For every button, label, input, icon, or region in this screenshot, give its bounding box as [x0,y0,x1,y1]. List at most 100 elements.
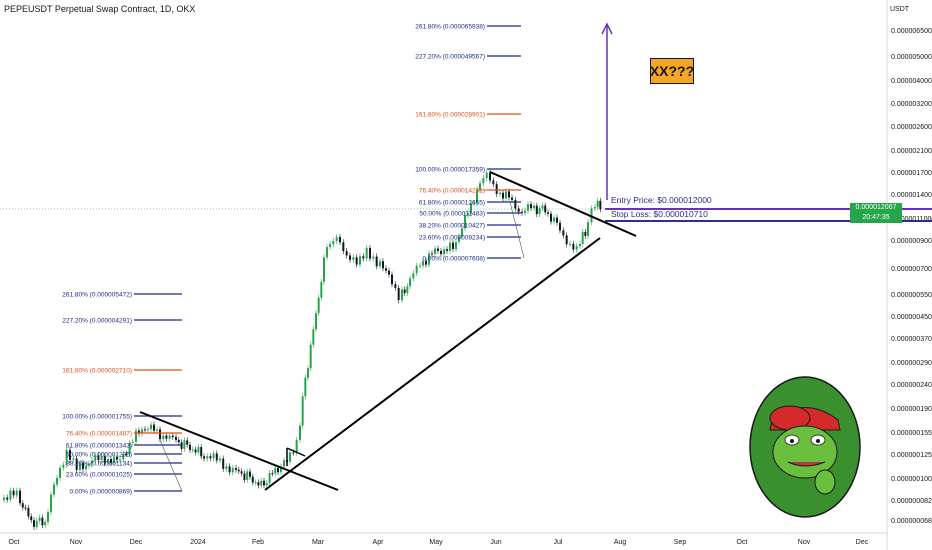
fib-level-right[interactable]: 50.00% (0.000011483) [419,211,521,218]
candle-body [82,462,84,470]
candle-body [569,243,571,245]
fib-retracement-right[interactable]: 261.80% (0.000065938) 227.20% (0.00004956… [415,24,525,263]
candle-body [315,313,317,330]
descending-trendline-left[interactable] [139,411,339,491]
candle-body [153,424,155,431]
candle-body [171,435,174,438]
price-tick-label: 0.0000002900 [891,360,932,367]
fib-level-left[interactable]: 161.80% (0.000002710) [62,368,182,375]
candle-body [65,449,68,465]
price-tick-label: 0.0000001900 [891,406,932,413]
fib-level-right[interactable]: 227.20% (0.000049567) [415,54,521,61]
candle-body [254,482,257,484]
price-axis[interactable]: 0.0000065000 0.0000050000 0.0000040000 0.00… [891,28,932,525]
candle-body [572,243,575,250]
candle-body [309,344,312,369]
candle-body [280,466,282,473]
candle-body [128,442,131,455]
fib-level-left[interactable]: 23.60% (0.000001025) [66,472,182,479]
fib-level-label: 23.60% (0.000001025) [66,472,132,479]
candle-body [150,424,152,430]
candle-body [446,249,448,251]
price-tick-label: 0.0000004500 [891,314,932,321]
candle-body [91,460,93,464]
candle-body [222,458,225,469]
descending-trendline-right[interactable] [489,171,637,237]
candle-body [186,440,189,445]
candle-body [194,449,197,453]
candle-body [482,178,485,184]
fib-level-right[interactable]: 0.00% (0.000007608) [422,256,521,263]
candle-body [391,274,393,285]
candle-body [479,183,481,190]
candle-body [359,256,361,265]
candle-body [375,256,378,267]
ascending-trendline[interactable] [264,237,601,491]
candle-body [147,429,149,431]
candle-body [215,453,218,461]
candle-body [189,444,191,450]
candle-body [452,242,454,250]
candle-body [271,473,274,475]
candle-body [197,447,200,453]
candle-body [209,456,212,459]
time-tick-label: Nov [70,539,83,546]
candle-body [415,265,418,274]
fib-level-right[interactable]: 38.20% (0.000010427) [419,223,521,230]
candle-body [219,458,221,461]
candle-body [533,205,535,209]
candle-body [69,449,71,460]
candle-body [440,250,442,255]
price-tick-label: 0.0000009000 [891,238,932,245]
candle-body [511,197,513,200]
target-annotation[interactable]: XX??? [650,58,694,84]
candle-body [581,232,584,244]
candle-body [382,261,384,269]
fib-level-left[interactable]: 38.20% (0.000001134) [66,461,182,468]
price-tick-label: 0.0000003700 [891,336,932,343]
candle-body [461,228,463,237]
candle-body [492,180,495,185]
candle-body [175,437,177,440]
candle-body [458,236,460,242]
candle-body [113,457,115,464]
candle-body [38,517,41,521]
fib-level-right[interactable]: 23.60% (0.000009234) [419,235,521,242]
candle-body [299,425,301,440]
fib-level-left[interactable]: 76.40% (0.000001487) [66,431,182,438]
candle-body [599,200,602,210]
candle-body [326,247,328,258]
breakout-marker-top [286,447,306,457]
fib-level-left[interactable]: 261.80% (0.000005472) [62,292,182,299]
fib-level-right[interactable]: 100.00% (0.000017359) [415,167,521,174]
candle-body [75,458,78,470]
fib-level-right[interactable]: 61.80% (0.000012655) [419,200,521,207]
fib-retracement-left[interactable]: 261.80% (0.000005472) 227.20% (0.00000429… [62,292,183,496]
candle-body [437,248,439,251]
candle-body [428,253,430,265]
candle-body [388,270,390,275]
price-tick-label: 0.0000001000 [891,476,932,483]
fib-level-left[interactable]: 100.00% (0.000001755) [62,414,182,421]
candle-body [30,516,33,521]
price-tick-label: 0.0000021000 [891,148,932,155]
fib-level-right[interactable]: 261.80% (0.000065938) [415,24,521,31]
candle-body [88,463,90,466]
candle-body [100,456,103,460]
candle-body [547,212,549,214]
fib-level-left[interactable]: 61.80% (0.000001343) [66,443,182,450]
candle-body [35,520,38,527]
time-axis[interactable]: Oct Nov Dec 2024 Feb Mar Apr May Jun Jul Aug Sep Oct… [9,539,869,546]
fib-level-left[interactable]: 50.00% (0.000001235) [66,452,182,459]
time-tick-label: Oct [737,539,748,546]
candle-body [168,435,171,439]
price-tick-label: 0.0000002400 [891,382,932,389]
candle-body [212,453,215,459]
fib-level-left[interactable]: 0.00% (0.000000869) [69,489,182,496]
price-tick-label: 0.0000065000 [891,28,932,35]
candle-body [72,458,75,460]
candle-body [116,457,118,460]
fib-level-left[interactable]: 227.20% (0.000004291) [62,318,182,325]
fib-level-right[interactable]: 161.80% (0.000028901) [415,112,521,119]
